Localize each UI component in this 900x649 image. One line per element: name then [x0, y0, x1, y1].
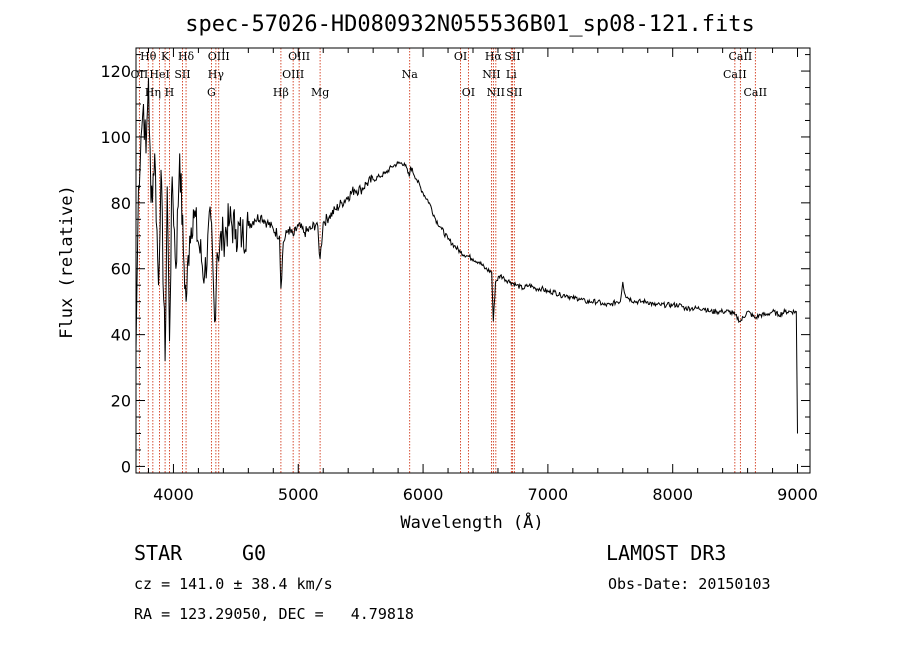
- line-label-26: CaII: [743, 86, 767, 99]
- line-label-9: Hγ: [208, 68, 225, 81]
- x-axis-label: Wavelength (Å): [400, 511, 543, 533]
- survey-name: LAMOST DR3: [606, 541, 726, 565]
- chart-title: spec-57026-HD080932N055536B01_sp08-121.f…: [185, 12, 755, 37]
- x-tick-label: 6000: [403, 485, 444, 504]
- line-label-14: Mg: [311, 86, 329, 99]
- line-label-13: OIII: [288, 50, 310, 63]
- line-label-19: Hα: [485, 50, 503, 63]
- y-axis: 0 20 40 60 80 100 120: [100, 54, 810, 476]
- y-tick-label: 0: [121, 457, 131, 476]
- x-tick-label: 5000: [278, 485, 319, 504]
- object-class: STAR: [134, 541, 183, 565]
- y-tick-label: 20: [111, 392, 131, 411]
- x-tick-label: 9000: [777, 485, 818, 504]
- x-tick-label: 4000: [153, 485, 194, 504]
- line-label-16: OI: [454, 50, 467, 63]
- spectral-line-labels: OII Hθ Hη HeI K H SII Hδ G Hγ OIII Hβ OIII OIII Mg Na OI…: [131, 50, 768, 99]
- line-label-1: Hθ: [140, 50, 157, 63]
- line-label-8: G: [207, 86, 216, 99]
- line-label-4: K: [161, 50, 170, 63]
- x-tick-label: 8000: [652, 485, 693, 504]
- y-tick-label: 40: [111, 326, 131, 345]
- line-label-11: Hβ: [273, 86, 289, 99]
- y-tick-label: 100: [100, 128, 131, 147]
- x-axis: 4000 5000 6000 7000 8000 9000: [147, 48, 818, 504]
- y-tick-label: 60: [111, 260, 131, 279]
- y-tick-label: 80: [111, 194, 131, 213]
- obs-date: Obs-Date: 20150103: [608, 575, 771, 593]
- y-axis-label: Flux (relative): [57, 185, 77, 339]
- line-label-17: OI: [462, 86, 475, 99]
- y-tick-label: 120: [100, 62, 131, 81]
- line-label-15: Na: [402, 68, 419, 81]
- redshift-cz: cz = 141.0 ± 38.4 km/s: [134, 575, 333, 593]
- line-label-10: OIII: [208, 50, 230, 63]
- line-label-0: OII: [131, 68, 149, 81]
- spectrum-line: [135, 77, 798, 434]
- line-label-18: NII: [482, 68, 500, 81]
- subclass: G0: [242, 541, 266, 565]
- line-label-22: SII: [504, 50, 520, 63]
- coordinates: RA = 123.29050, DEC = 4.79818: [134, 605, 414, 623]
- line-label-2: Hη: [145, 86, 161, 99]
- line-label-7: Hδ: [178, 50, 195, 63]
- line-label-3: HeI: [149, 68, 169, 81]
- line-label-6: SII: [174, 68, 190, 81]
- line-label-25: CaII: [729, 50, 753, 63]
- line-label-5: H: [165, 86, 175, 99]
- spectral-line-markers: [138, 48, 756, 473]
- line-label-24: CaII: [723, 68, 747, 81]
- line-label-21: Li: [506, 68, 517, 81]
- line-label-23: SII: [506, 86, 522, 99]
- line-label-12: OIII: [282, 68, 304, 81]
- plot-frame: [135, 47, 811, 474]
- line-label-20: NII: [487, 86, 505, 99]
- x-tick-label: 7000: [528, 485, 569, 504]
